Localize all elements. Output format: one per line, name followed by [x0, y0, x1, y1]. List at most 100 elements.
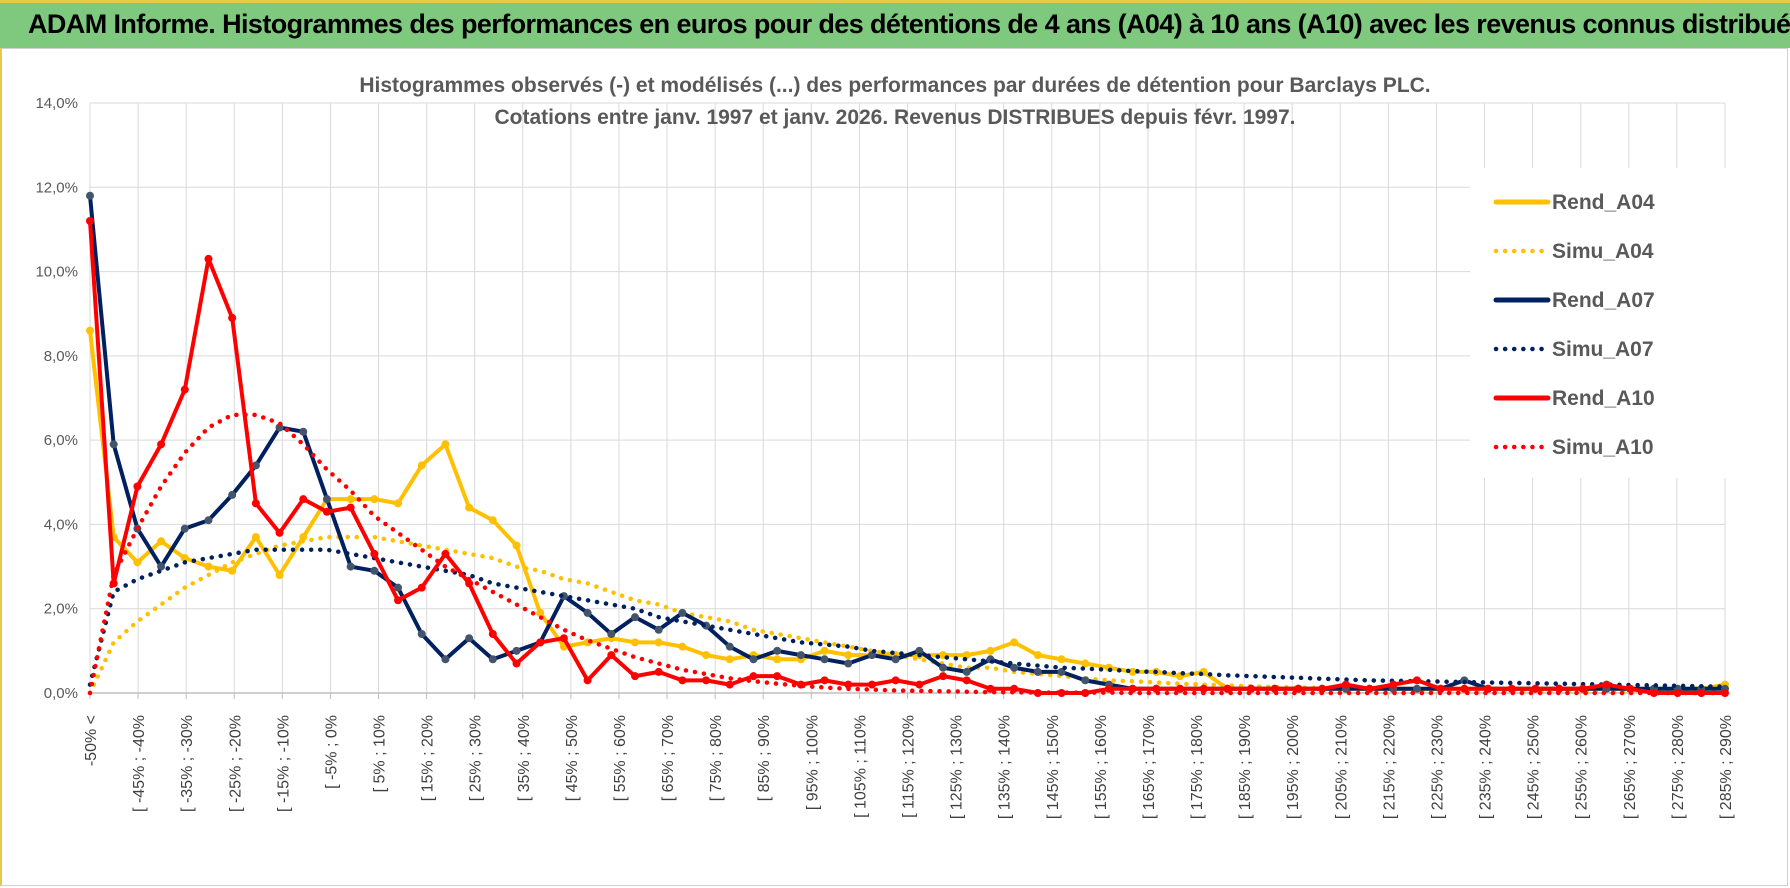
data-point-rend-a07: [157, 562, 166, 571]
x-tick-label: [ 25% ; 30%: [468, 715, 485, 801]
data-point-rend-a10: [1341, 680, 1350, 689]
x-tick-label: [ 265% ; 270%: [1622, 715, 1639, 819]
data-point-rend-a10: [322, 507, 331, 516]
data-point-rend-a04: [820, 646, 829, 655]
data-point-rend-a10: [1531, 684, 1540, 693]
legend-label-rend-a07: Rend_A07: [1552, 289, 1655, 312]
data-point-rend-a07: [299, 427, 308, 436]
x-tick-label: [ 195% ; 200%: [1285, 715, 1302, 819]
data-point-rend-a04: [133, 558, 142, 567]
data-point-rend-a10: [1507, 684, 1516, 693]
data-point-rend-a04: [678, 642, 687, 651]
x-tick-label: [ 45% ; 50%: [564, 715, 581, 801]
data-point-rend-a07: [512, 646, 521, 655]
x-tick-label: [ 285% ; 290%: [1718, 715, 1735, 819]
legend: Rend_A04 Simu_A04 Rend_A07 Simu_A07 Rend_A10…: [1493, 191, 1655, 459]
data-point-rend-a04: [441, 440, 450, 449]
legend-label-simu-a04: Simu_A04: [1552, 240, 1654, 263]
y-tick-label: 6,0%: [44, 432, 78, 449]
data-point-rend-a07: [820, 655, 829, 664]
data-point-rend-a04: [180, 554, 189, 563]
data-point-rend-a10: [488, 630, 497, 638]
data-point-rend-a04: [299, 533, 308, 542]
data-point-rend-a10: [86, 217, 94, 225]
data-point-rend-a07: [725, 642, 734, 651]
data-point-rend-a07: [1412, 684, 1421, 693]
chart-title-line: Histogrammes observés (-) et modélisés (…: [359, 74, 1430, 97]
data-point-rend-a10: [891, 676, 900, 685]
data-point-rend-a07: [678, 608, 687, 617]
data-point-rend-a07: [1081, 676, 1090, 685]
data-point-rend-a10: [133, 482, 142, 491]
data-point-rend-a10: [417, 583, 426, 592]
data-point-rend-a04: [1033, 651, 1042, 660]
legend-label-rend-a10: Rend_A10: [1552, 387, 1655, 410]
data-point-rend-a04: [844, 651, 853, 660]
legend-box: [1470, 168, 1770, 478]
x-tick-label: [ -15% ; -10%: [275, 715, 292, 812]
series-layer: [86, 191, 1729, 697]
x-tick-label: [ 215% ; 220%: [1381, 715, 1398, 819]
data-point-rend-a07: [394, 583, 403, 592]
data-point-rend-a10: [915, 680, 924, 689]
data-point-rend-a10: [1412, 676, 1421, 685]
data-point-rend-a07: [796, 651, 805, 660]
data-point-rend-a04: [465, 503, 474, 512]
data-point-rend-a10: [1057, 689, 1066, 697]
data-point-rend-a04: [1081, 659, 1090, 668]
x-tick-label: [ 65% ; 70%: [660, 715, 677, 801]
x-tick-label: [ 245% ; 250%: [1526, 715, 1543, 819]
x-tick-label: [ 145% ; 150%: [1045, 715, 1062, 819]
data-point-rend-a04: [488, 516, 497, 525]
data-point-rend-a07: [465, 634, 474, 643]
chart-title: Histogrammes observés (-) et modélisés (…: [359, 74, 1430, 129]
data-point-rend-a10: [1578, 684, 1587, 693]
data-point-rend-a10: [1649, 689, 1658, 697]
data-point-rend-a10: [939, 672, 948, 681]
data-point-rend-a10: [654, 667, 663, 676]
y-tick-label: 2,0%: [44, 601, 78, 618]
data-point-rend-a04: [512, 541, 521, 550]
x-tick-label: [ 135% ; 140%: [997, 715, 1014, 819]
y-tick-label: 8,0%: [44, 348, 78, 365]
data-point-rend-a07: [109, 440, 118, 449]
data-point-rend-a04: [157, 537, 166, 546]
x-tick-label: [ 155% ; 160%: [1093, 715, 1110, 819]
x-tick-label: [ 185% ; 190%: [1237, 715, 1254, 819]
data-point-rend-a07: [844, 659, 853, 668]
x-tick-label: [ -35% ; -30%: [179, 715, 196, 812]
data-point-rend-a07: [962, 667, 971, 676]
data-point-rend-a10: [1176, 684, 1184, 693]
chart-frame: [0, 48, 1788, 886]
x-tick-label: [ 235% ; 240%: [1478, 715, 1495, 819]
x-tick-label: [ 5% ; 10%: [372, 715, 389, 792]
data-point-rend-a10: [441, 549, 450, 558]
data-point-rend-a04: [275, 571, 284, 579]
data-point-rend-a07: [228, 490, 237, 499]
data-point-rend-a10: [536, 638, 545, 647]
data-point-rend-a10: [1104, 684, 1113, 693]
series-line-rend-a07: [88, 193, 1727, 691]
series-line-rend-a10: [88, 219, 1727, 695]
x-tick-label: [ 55% ; 60%: [612, 715, 629, 801]
data-point-rend-a10: [204, 254, 213, 263]
data-point-rend-a07: [1057, 667, 1066, 676]
legend-label-simu-a07: Simu_A07: [1552, 338, 1654, 361]
data-point-rend-a04: [1057, 655, 1066, 664]
data-point-rend-a10: [773, 672, 782, 681]
data-point-rend-a07: [1010, 663, 1019, 672]
data-point-rend-a10: [180, 385, 189, 394]
data-point-rend-a10: [725, 680, 734, 689]
data-point-rend-a10: [962, 676, 971, 685]
data-point-rend-a07: [204, 516, 213, 525]
x-tick-label: [ 225% ; 230%: [1429, 715, 1446, 819]
data-point-rend-a04: [346, 495, 355, 504]
x-tick-label: [ 15% ; 20%: [420, 715, 437, 801]
data-point-rend-a10: [1555, 684, 1564, 693]
y-tick-label: 4,0%: [44, 516, 78, 533]
data-point-rend-a10: [1294, 684, 1303, 693]
data-point-rend-a04: [725, 655, 734, 664]
data-point-rend-a04: [654, 638, 663, 647]
data-point-rend-a07: [322, 495, 331, 504]
